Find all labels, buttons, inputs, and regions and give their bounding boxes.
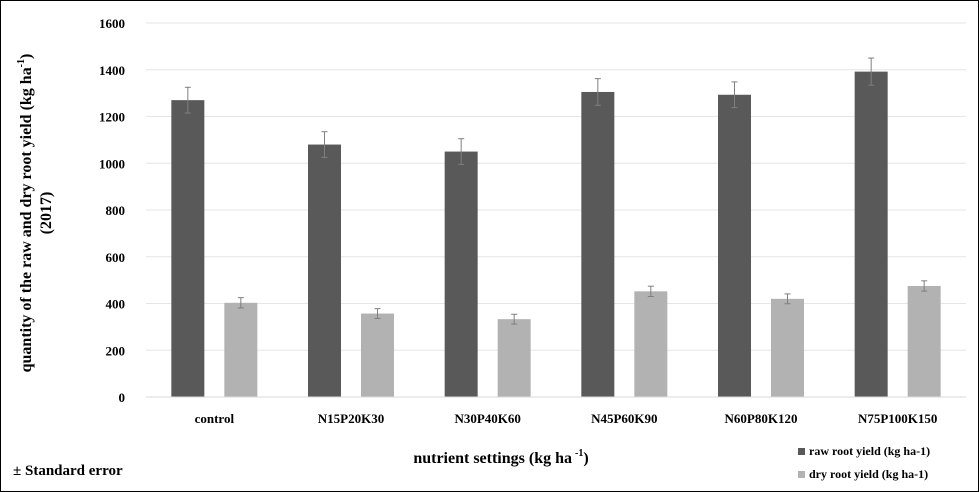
y-axis-ticks: 0 200 400 600 800 1000 1200 1400 1600: [99, 16, 125, 405]
bar-dry-root-yield: [361, 313, 394, 397]
y-tick-label: 1600: [99, 16, 125, 31]
bar-dry-root-yield: [634, 291, 668, 397]
y-tick-label: 1400: [99, 63, 125, 78]
error-bar-dry: [784, 293, 791, 305]
y-axis-title-line1: quantity of the raw and dry root yield (…: [16, 54, 35, 373]
y-tick-label: 800: [106, 203, 126, 218]
legend-label-dry: dry root yield (kg ha-1): [809, 467, 928, 481]
error-bar-dry: [921, 280, 928, 292]
bar-dry-root-yield: [497, 319, 531, 397]
error-bars: [184, 57, 928, 325]
error-bar-dry: [237, 297, 244, 309]
bar-dry-root-yield: [224, 302, 258, 397]
gridlines: [146, 22, 966, 351]
y-tick-label: 600: [106, 250, 126, 265]
y-tick-label: 1200: [99, 110, 125, 125]
y-tick-label: 200: [106, 343, 126, 358]
error-bar-raw: [458, 138, 465, 165]
y-tick-label: 0: [119, 390, 126, 405]
legend: raw root yield (kg ha-1) dry root yield …: [798, 444, 930, 481]
x-axis-ticks: control N15P20K30 N30P40K60 N45P60K90 N60P80…: [195, 411, 938, 426]
y-tick-label: 400: [106, 297, 126, 312]
legend-swatch-dry: [798, 471, 805, 478]
error-bar-raw: [731, 81, 738, 109]
legend-label-raw: raw root yield (kg ha-1): [809, 444, 930, 458]
bar-raw-root-yield: [581, 91, 615, 398]
error-bar-raw: [868, 57, 875, 86]
bar-dry-root-yield: [907, 285, 941, 397]
error-bar-dry: [374, 308, 381, 319]
x-tick-label: N75P100K150: [858, 411, 937, 426]
x-tick-label: N45P60K90: [591, 411, 657, 426]
bars: [171, 71, 941, 398]
bar-raw-root-yield: [854, 71, 888, 398]
error-bar-raw: [184, 86, 191, 114]
x-tick-label: control: [195, 411, 235, 426]
bar-raw-root-yield: [308, 144, 341, 397]
x-tick-label: N15P20K30: [318, 411, 384, 426]
bar-raw-root-yield: [718, 94, 751, 397]
x-axis-title: nutrient settings (kg ha -1): [413, 448, 588, 467]
error-bar-raw: [321, 131, 328, 158]
y-axis-title-line2: (2017): [38, 192, 55, 235]
error-bar-dry: [647, 285, 654, 297]
x-tick-label: N30P40K60: [454, 411, 520, 426]
bar-raw-root-yield: [444, 151, 478, 397]
error-bar-raw: [594, 78, 601, 106]
bar-raw-root-yield: [171, 100, 205, 397]
y-tick-label: 1000: [99, 156, 125, 171]
x-tick-label: N60P80K120: [725, 411, 798, 426]
standard-error-note: ± Standard error: [13, 463, 123, 479]
bar-dry-root-yield: [771, 298, 804, 397]
legend-swatch-raw: [798, 448, 805, 455]
error-bar-dry: [511, 313, 518, 325]
